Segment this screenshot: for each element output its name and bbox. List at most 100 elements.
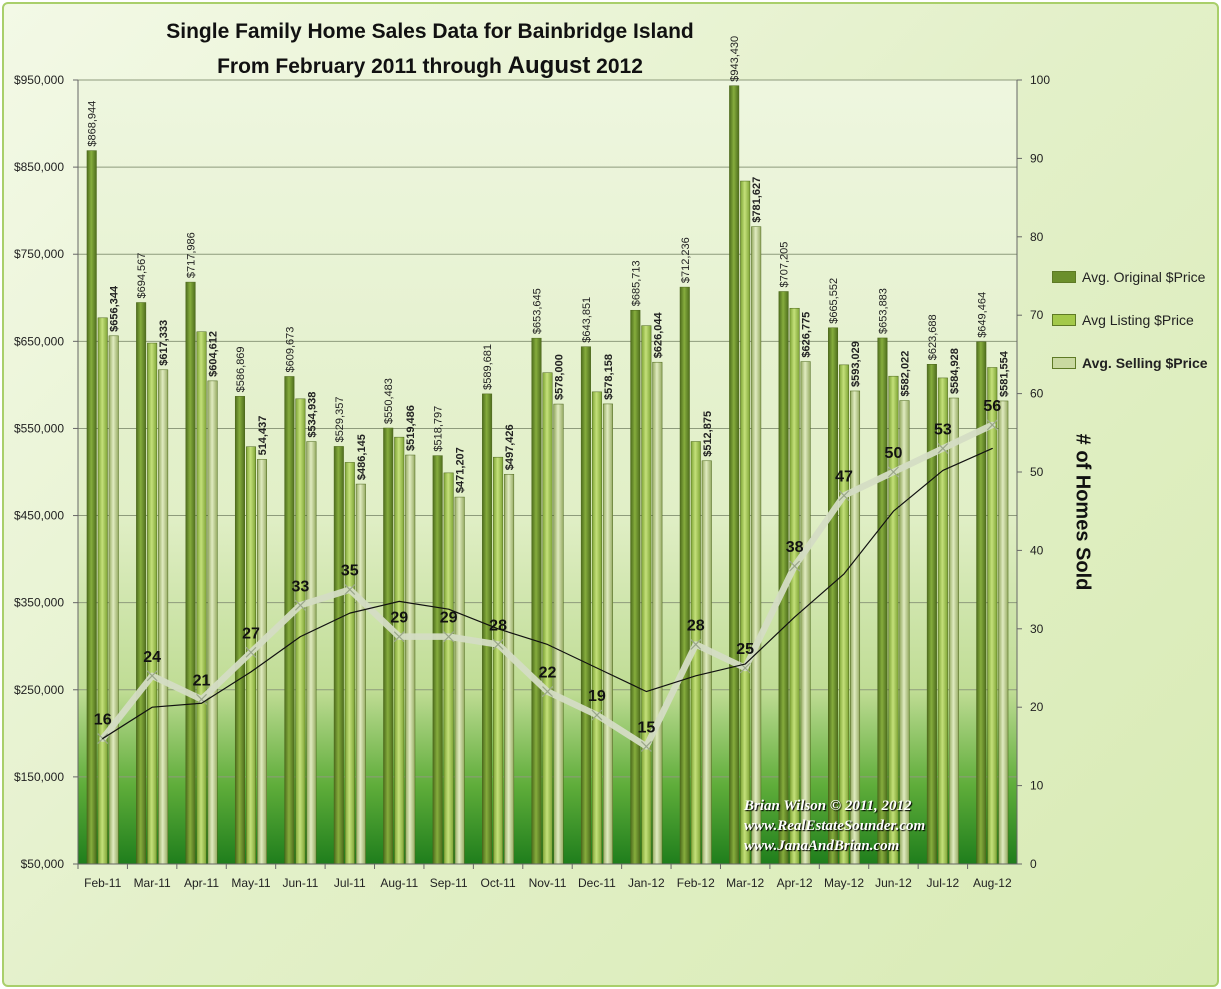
line-marker bbox=[393, 631, 405, 643]
x-tick-label: Feb-12 bbox=[677, 876, 715, 890]
chart-subtitle: From February 2011 through August 2012 bbox=[0, 52, 860, 80]
data-label: $649,464 bbox=[976, 292, 988, 338]
data-label: $589,681 bbox=[482, 344, 494, 390]
line-marker bbox=[986, 419, 998, 431]
bar bbox=[800, 361, 811, 865]
homes-sold-label: 38 bbox=[786, 539, 804, 556]
legend-label-listing: Avg Listing $Price bbox=[1082, 311, 1194, 328]
credit-line-3: www.JanaAndBrian.com bbox=[744, 838, 900, 854]
data-label: $593,029 bbox=[850, 341, 862, 387]
data-label: $497,426 bbox=[504, 424, 516, 470]
data-label: $519,486 bbox=[405, 405, 417, 451]
bar bbox=[493, 456, 504, 865]
bar bbox=[652, 361, 663, 865]
x-tick-label: Mar-11 bbox=[134, 876, 171, 890]
x-tick-label: Jul-12 bbox=[927, 876, 960, 890]
x-tick-label: May-12 bbox=[824, 876, 864, 890]
data-label: $943,430 bbox=[729, 36, 741, 82]
data-label: $694,567 bbox=[136, 253, 148, 299]
x-tick-label: Apr-12 bbox=[777, 876, 813, 890]
line-marker bbox=[196, 693, 207, 705]
data-label: 514,437 bbox=[257, 416, 269, 456]
bar bbox=[443, 472, 454, 865]
y2-tick-label: 10 bbox=[1030, 779, 1044, 793]
bar bbox=[630, 309, 641, 865]
data-label: $586,869 bbox=[235, 346, 247, 392]
data-label: $486,145 bbox=[356, 434, 368, 480]
chart-title: Single Family Home Sales Data for Bainbr… bbox=[166, 20, 694, 43]
bar bbox=[679, 286, 690, 865]
x-tick-label: Jun-11 bbox=[282, 876, 318, 890]
y-tick-label: $950,000 bbox=[14, 73, 64, 87]
subtitle-suffix: 2012 bbox=[590, 55, 643, 78]
y-tick-label: $850,000 bbox=[14, 160, 64, 174]
credit-watermark: Brian Wilson © 2011, 2012 www.RealEstate… bbox=[744, 796, 925, 856]
y2-tick-label: 0 bbox=[1030, 857, 1037, 871]
homes-sold-label: 29 bbox=[440, 610, 458, 627]
lines bbox=[97, 419, 998, 752]
bar bbox=[97, 317, 108, 865]
homes-sold-label: 22 bbox=[539, 665, 557, 682]
y-tick-label: $550,000 bbox=[14, 421, 64, 435]
line-marker bbox=[690, 639, 702, 650]
y2-tick-label: 80 bbox=[1030, 230, 1044, 244]
data-label: $665,552 bbox=[828, 278, 840, 324]
y2-tick-label: 20 bbox=[1030, 700, 1044, 714]
bar bbox=[86, 150, 97, 865]
bar bbox=[701, 460, 712, 865]
bar bbox=[504, 473, 515, 865]
legend-item-selling: Avg. Selling $Price bbox=[1052, 341, 1208, 384]
bar bbox=[976, 341, 987, 865]
data-label: $656,344 bbox=[109, 285, 121, 332]
data-label: $868,944 bbox=[87, 101, 99, 147]
homes-sold-label: 15 bbox=[637, 719, 655, 736]
data-label: $712,236 bbox=[680, 237, 692, 283]
data-label: $581,554 bbox=[998, 350, 1010, 397]
x-tick-label: Apr-11 bbox=[184, 876, 219, 890]
y2-tick-label: 70 bbox=[1030, 308, 1044, 322]
data-label: $529,357 bbox=[334, 397, 346, 443]
homes-sold-label: 21 bbox=[193, 672, 211, 689]
bar bbox=[295, 398, 306, 865]
legend-label-selling: Avg. Selling $Price bbox=[1082, 354, 1208, 371]
homes-sold-label: 33 bbox=[291, 578, 309, 595]
bar bbox=[136, 302, 147, 865]
data-label: $512,875 bbox=[702, 411, 714, 457]
bar bbox=[877, 337, 888, 865]
line-marker bbox=[542, 686, 553, 697]
homes-sold-label: 35 bbox=[341, 563, 359, 580]
homes-sold-label: 56 bbox=[983, 398, 1001, 415]
bar bbox=[751, 226, 762, 865]
bar bbox=[740, 180, 751, 865]
data-label: $623,688 bbox=[927, 314, 939, 360]
data-label: $471,207 bbox=[455, 447, 467, 493]
homes-sold-label: 47 bbox=[835, 469, 853, 486]
line-marker bbox=[245, 646, 257, 658]
line-marker bbox=[888, 466, 899, 478]
y2-tick-label: 30 bbox=[1030, 622, 1044, 636]
bar bbox=[641, 325, 652, 865]
bar bbox=[542, 372, 553, 865]
line-marker bbox=[789, 560, 801, 572]
bar bbox=[553, 403, 564, 865]
y2-tick-label: 100 bbox=[1030, 73, 1050, 87]
bar bbox=[948, 397, 959, 865]
bar bbox=[789, 307, 800, 865]
line-marker bbox=[492, 639, 504, 650]
homes-sold-label: 27 bbox=[242, 625, 260, 642]
x-tick-label: Jul-11 bbox=[334, 876, 366, 890]
line-marker bbox=[344, 584, 356, 596]
bar bbox=[828, 327, 839, 865]
bar bbox=[839, 364, 850, 865]
bar bbox=[394, 436, 405, 865]
bar bbox=[580, 346, 591, 865]
x-tick-label: Feb-11 bbox=[84, 876, 121, 890]
trend-line bbox=[102, 447, 993, 740]
bar bbox=[333, 446, 344, 865]
data-label: $582,022 bbox=[899, 351, 911, 397]
bar bbox=[405, 454, 416, 865]
y-tick-label: $650,000 bbox=[14, 334, 64, 348]
bar bbox=[185, 281, 196, 865]
line-marker bbox=[591, 709, 603, 721]
